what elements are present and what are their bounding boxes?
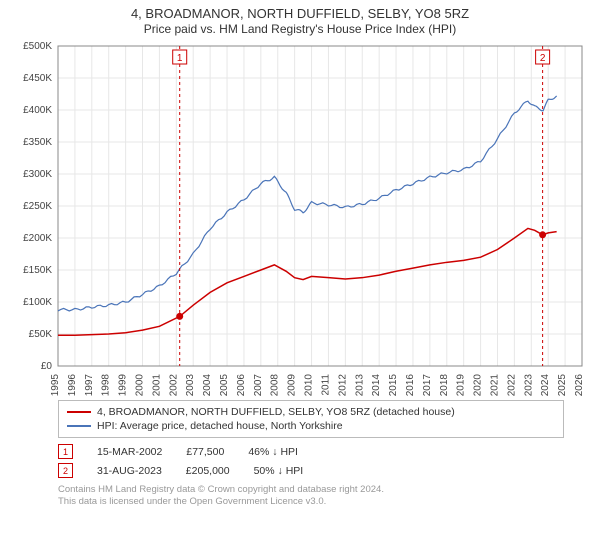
marker-diff: 46% ↓ HPI [248,446,298,458]
svg-text:2020: 2020 [473,374,484,396]
svg-text:2019: 2019 [456,374,467,396]
chart-title: 4, BROADMANOR, NORTH DUFFIELD, SELBY, YO… [0,6,600,21]
svg-text:2021: 2021 [489,374,500,396]
svg-text:£150K: £150K [23,265,52,276]
svg-text:2014: 2014 [371,374,382,396]
svg-text:2003: 2003 [185,374,196,396]
marker-table: 1 15-MAR-2002 £77,500 46% ↓ HPI 2 31-AUG… [58,442,564,480]
marker-price: £77,500 [186,446,224,458]
marker-badge: 2 [58,463,73,478]
svg-text:£500K: £500K [23,41,52,52]
svg-text:2007: 2007 [253,374,264,396]
footer-attribution: Contains HM Land Registry data © Crown c… [58,484,564,509]
svg-text:2000: 2000 [135,374,146,396]
svg-text:2013: 2013 [354,374,365,396]
marker-row: 2 31-AUG-2023 £205,000 50% ↓ HPI [58,461,564,480]
svg-text:£350K: £350K [23,137,52,148]
svg-text:2: 2 [540,53,546,64]
svg-text:2022: 2022 [506,374,517,396]
chart-subtitle: Price paid vs. HM Land Registry's House … [0,22,600,36]
marker-date: 15-MAR-2002 [97,446,162,458]
svg-text:1: 1 [177,53,183,64]
legend-item: HPI: Average price, detached house, Nort… [67,419,555,433]
svg-text:1999: 1999 [118,374,129,396]
marker-price: £205,000 [186,465,230,477]
marker-badge: 1 [58,444,73,459]
svg-text:2008: 2008 [270,374,281,396]
legend-label: HPI: Average price, detached house, Nort… [97,420,343,432]
svg-text:2018: 2018 [439,374,450,396]
svg-text:2010: 2010 [304,374,315,396]
svg-text:2024: 2024 [540,374,551,396]
legend-swatch [67,425,91,427]
svg-text:2016: 2016 [405,374,416,396]
svg-text:2002: 2002 [168,374,179,396]
svg-text:2005: 2005 [219,374,230,396]
svg-text:2001: 2001 [151,374,162,396]
svg-text:£400K: £400K [23,105,52,116]
svg-text:£200K: £200K [23,233,52,244]
svg-text:£450K: £450K [23,73,52,84]
line-chart: £0 £50K £100K £150K £200K £250K £300K £350K £400… [0,36,600,396]
legend: 4, BROADMANOR, NORTH DUFFIELD, SELBY, YO… [58,400,564,438]
svg-text:2023: 2023 [523,374,534,396]
legend-item: 4, BROADMANOR, NORTH DUFFIELD, SELBY, YO… [67,405,555,419]
svg-text:2011: 2011 [320,374,331,396]
svg-text:£100K: £100K [23,297,52,308]
svg-text:2004: 2004 [202,374,213,396]
svg-text:2012: 2012 [337,374,348,396]
svg-text:2025: 2025 [557,374,568,396]
svg-text:2015: 2015 [388,374,399,396]
svg-text:1997: 1997 [84,374,95,396]
svg-text:2006: 2006 [236,374,247,396]
price-chart-container: 4, BROADMANOR, NORTH DUFFIELD, SELBY, YO… [0,0,600,560]
legend-label: 4, BROADMANOR, NORTH DUFFIELD, SELBY, YO… [97,406,455,418]
svg-text:2017: 2017 [422,374,433,396]
svg-text:2009: 2009 [287,374,298,396]
svg-text:£300K: £300K [23,169,52,180]
svg-text:1998: 1998 [101,374,112,396]
svg-text:1995: 1995 [50,374,61,396]
marker-diff: 50% ↓ HPI [254,465,304,477]
marker-row: 1 15-MAR-2002 £77,500 46% ↓ HPI [58,442,564,461]
svg-text:2026: 2026 [574,374,585,396]
svg-text:£0: £0 [41,361,53,372]
marker-date: 31-AUG-2023 [97,465,162,477]
legend-swatch [67,411,91,413]
svg-text:£50K: £50K [29,329,53,340]
svg-text:£250K: £250K [23,201,52,212]
svg-text:1996: 1996 [67,374,78,396]
